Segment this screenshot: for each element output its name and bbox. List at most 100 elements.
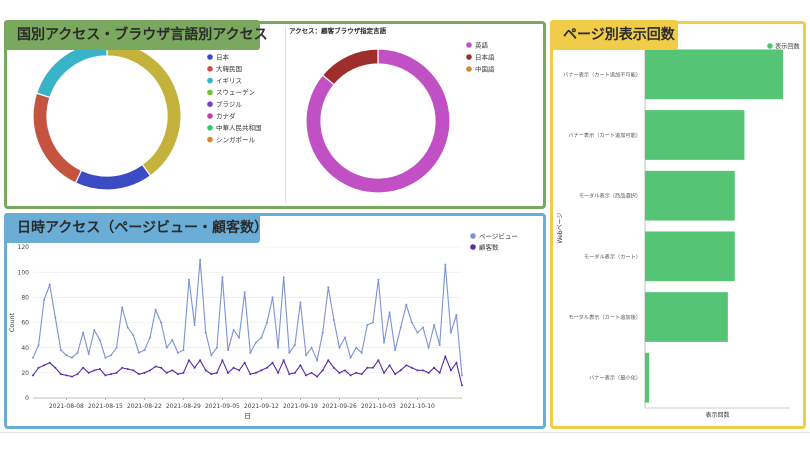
language-chart-title: アクセス：顧客ブラウザ指定言語 (289, 26, 387, 35)
line-point (377, 359, 380, 362)
page-views-panel-title: ページ別表示回数 (550, 20, 678, 50)
line-point (43, 298, 46, 301)
line-point (332, 366, 335, 369)
line-point (32, 356, 34, 359)
bar-legend-label: 表示回数 (775, 42, 801, 50)
page-views-bar-chart: バナー表示（カート追加不可能） バナー表示（カート追加可能） モーダル表示（商品選択… (557, 42, 801, 419)
line-point (433, 366, 436, 369)
line-point (316, 359, 319, 362)
line-point (260, 369, 263, 372)
country-slice (106, 41, 182, 177)
line-point (366, 324, 369, 327)
country-legend-marker (207, 113, 213, 119)
line-legend-marker (470, 233, 476, 239)
line-point (215, 346, 218, 349)
line-point (427, 346, 430, 349)
line-point (87, 371, 90, 374)
page-views-bar (645, 110, 745, 160)
line-point (98, 339, 101, 342)
line-point (410, 321, 413, 324)
line-point (215, 371, 218, 374)
line-point (338, 371, 341, 374)
line-point (110, 373, 112, 376)
line-point (438, 371, 441, 374)
country-slice (74, 163, 152, 191)
line-point (65, 354, 68, 357)
line-point (37, 366, 40, 369)
line-point (71, 356, 73, 359)
line-point (388, 311, 391, 314)
line-point (71, 375, 73, 378)
line-point (199, 359, 202, 362)
line-point (399, 369, 402, 372)
bottom-divider (0, 432, 810, 433)
line-point (422, 326, 424, 329)
line-point (243, 291, 246, 294)
line-point (171, 369, 174, 372)
line-series-customers (32, 354, 463, 386)
line-point (227, 371, 229, 374)
line-x-tick-label: 2021-10-10 (400, 403, 435, 410)
line-point (249, 373, 252, 376)
line-point (455, 313, 458, 316)
line-point (126, 326, 129, 329)
line-y-tick-label: 20 (21, 370, 29, 377)
line-x-tick-label: 2021-08-15 (88, 403, 123, 410)
line-point (43, 364, 46, 367)
line-point (377, 278, 380, 281)
chart-divider (285, 27, 286, 203)
bar-category-label: バナー表示（最小化） (589, 374, 641, 382)
bar-y-axis-label: Webページ (557, 213, 564, 244)
line-y-tick-label: 120 (18, 244, 30, 251)
line-legend-label: 顧客数 (479, 242, 499, 251)
line-point (266, 366, 268, 369)
country-slice (35, 41, 108, 99)
line-point (137, 373, 140, 376)
line-point (188, 278, 190, 281)
language-legend-label: 中国語 (475, 64, 495, 73)
line-point (121, 366, 124, 369)
line-point (98, 368, 101, 371)
country-panel-title: 国別アクセス・ブラウザ言語別アクセス (4, 20, 268, 50)
line-point (137, 351, 140, 354)
line-point (371, 321, 374, 324)
line-point (288, 373, 291, 376)
line-point (310, 371, 313, 374)
page-views-bar (645, 49, 784, 100)
country-legend-label: ブラジル (216, 100, 242, 109)
line-point (115, 346, 118, 349)
line-point (154, 308, 157, 311)
line-point (422, 369, 424, 372)
line-point (149, 336, 151, 339)
line-point (388, 364, 391, 367)
line-x-tick-label: 2021-10-03 (361, 403, 396, 410)
line-point (299, 364, 302, 367)
line-point (360, 373, 363, 376)
line-point (82, 366, 85, 369)
line-point (416, 331, 419, 334)
line-point (416, 369, 419, 372)
line-point (316, 375, 319, 378)
line-legend-marker (470, 244, 476, 250)
line-point (227, 349, 229, 352)
line-point (115, 371, 118, 374)
line-point (254, 371, 257, 374)
line-point (461, 374, 463, 377)
line-point (193, 324, 196, 327)
line-point (104, 374, 107, 377)
line-point (143, 349, 146, 352)
line-point (260, 336, 263, 339)
line-point (277, 346, 280, 349)
line-point (282, 359, 285, 362)
line-point (132, 334, 135, 337)
bar-category-label: バナー表示（カート追加可能） (568, 131, 641, 139)
line-point (344, 336, 346, 339)
line-point (394, 373, 397, 376)
line-point (93, 329, 96, 332)
line-point (210, 354, 213, 357)
line-point (449, 331, 452, 334)
country-legend-marker (207, 136, 213, 143)
line-point (427, 371, 430, 374)
line-point (254, 341, 257, 344)
